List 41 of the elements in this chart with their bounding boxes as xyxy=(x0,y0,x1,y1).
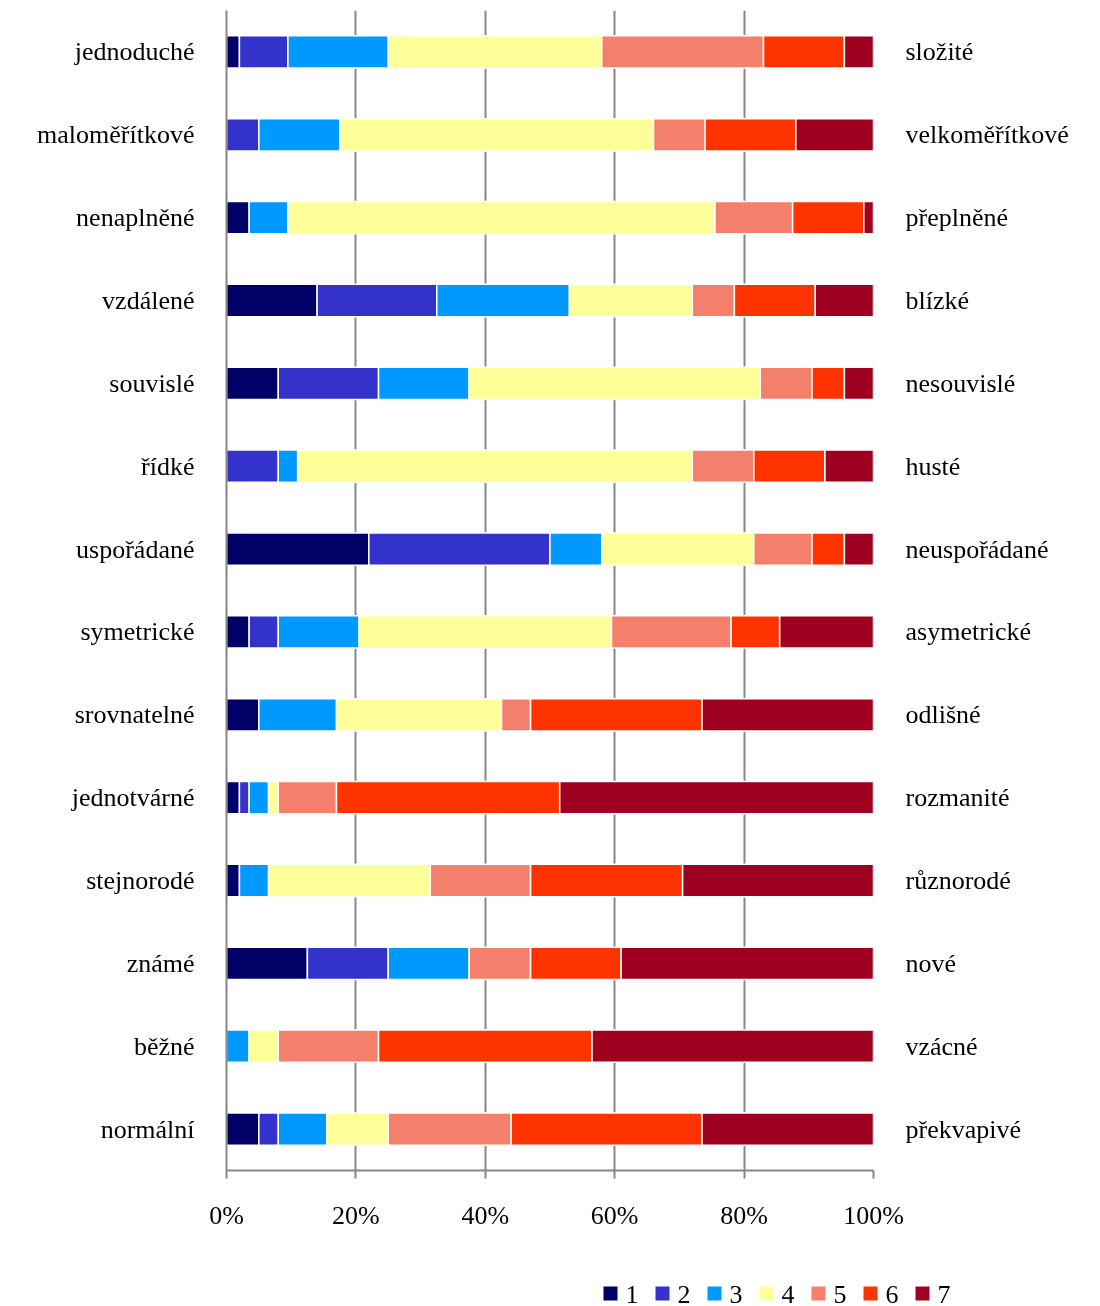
legend-label: 1 xyxy=(625,1280,639,1306)
legend-label: 6 xyxy=(885,1280,899,1306)
x-tick-label: 80% xyxy=(720,1200,768,1230)
y-tick-label: maloměřítkové xyxy=(37,120,195,150)
y2-tick-label: nesouvislé xyxy=(905,368,1016,398)
y2-tick-label: husté xyxy=(905,451,961,481)
x-tick-label: 0% xyxy=(209,1200,244,1230)
y-tick-label: symetrické xyxy=(80,617,195,647)
y2-tick-label: asymetrické xyxy=(905,617,1032,647)
y-tick-label: běžné xyxy=(133,1031,195,1061)
legend-label: 4 xyxy=(781,1280,795,1306)
y2-tick-label: složité xyxy=(905,37,974,67)
y2-tick-label: velkoměřítkové xyxy=(905,120,1069,150)
x-tick-label: 40% xyxy=(461,1200,510,1230)
y-tick-label: nenaplněné xyxy=(76,203,195,233)
y-tick-label: známé xyxy=(126,948,195,978)
y-tick-label: normální xyxy=(100,1114,195,1144)
y2-tick-label: odlišné xyxy=(905,700,981,730)
y-tick-label: souvislé xyxy=(109,368,195,398)
y2-tick-label: překvapivé xyxy=(905,1114,1022,1144)
y-tick-label: jednotvárné xyxy=(70,783,195,813)
x-tick-label: 100% xyxy=(843,1200,904,1230)
y2-tick-label: nové xyxy=(905,948,957,978)
y-tick-label: jednoduché xyxy=(73,37,195,67)
y-tick-label: stejnorodé xyxy=(86,866,195,895)
y2-tick-label: přeplněné xyxy=(905,203,1009,233)
y-tick-label: srovnatelné xyxy=(74,700,195,730)
y-tick-label: uspořádané xyxy=(76,534,195,564)
y2-tick-label: blízké xyxy=(905,286,970,315)
y2-tick-label: vzácné xyxy=(905,1031,978,1061)
y-tick-label: vzdálené xyxy=(102,286,195,315)
legend-label: 5 xyxy=(833,1280,847,1306)
y-tick-label: řídké xyxy=(141,451,195,481)
legend-label: 2 xyxy=(677,1280,691,1306)
legend-label: 7 xyxy=(937,1280,951,1306)
y2-tick-label: neuspořádané xyxy=(905,534,1049,564)
y2-tick-label: různorodé xyxy=(905,866,1011,895)
legend-label: 3 xyxy=(729,1280,743,1306)
x-tick-label: 20% xyxy=(332,1200,380,1230)
x-tick-label: 60% xyxy=(590,1200,639,1230)
y2-tick-label: rozmanité xyxy=(905,783,1010,813)
